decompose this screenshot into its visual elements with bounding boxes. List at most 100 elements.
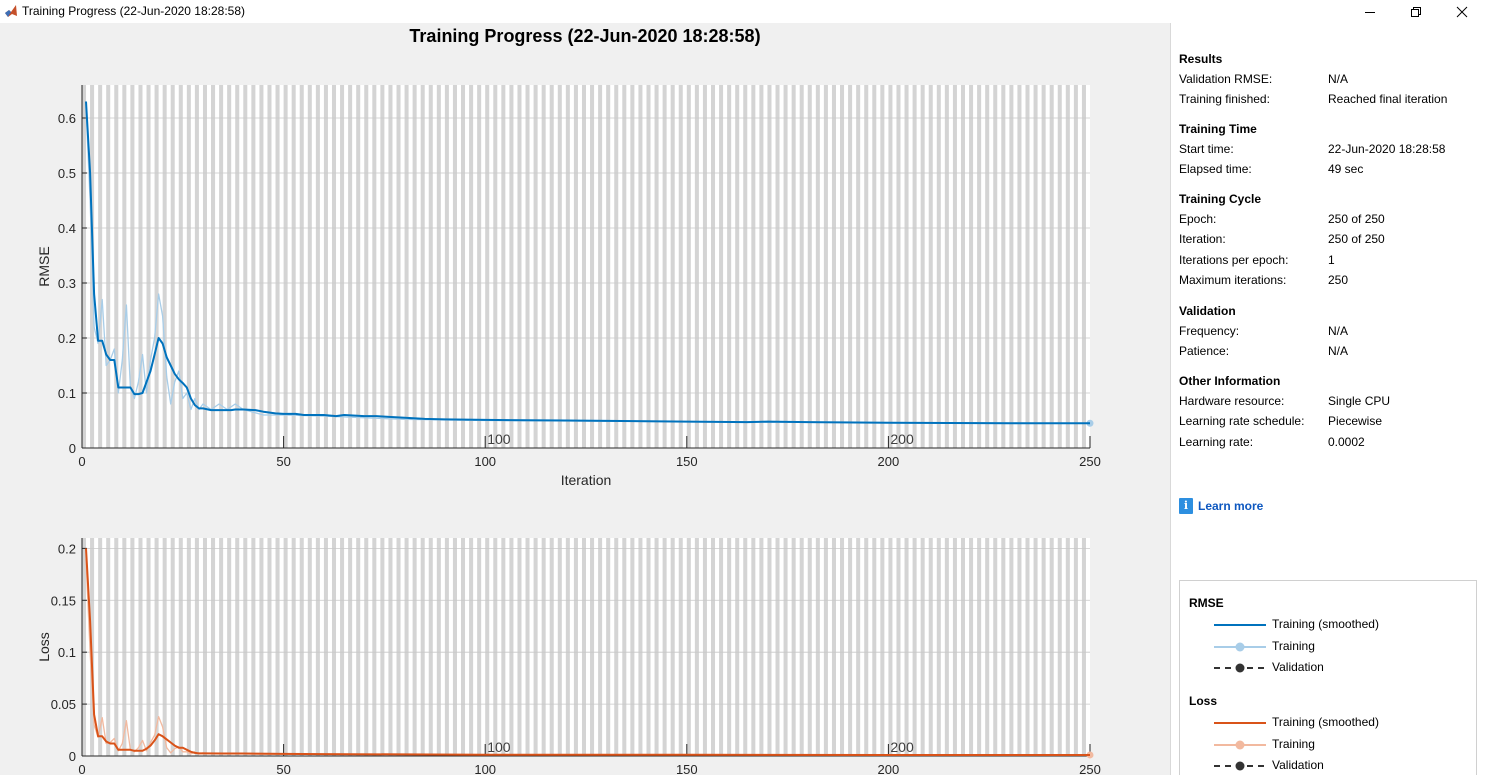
loss-epoch-stripe: [122, 538, 127, 756]
rmse-epoch-stripe: [485, 85, 490, 448]
rmse-epoch-stripe: [340, 85, 345, 448]
rmse-epoch-stripe: [162, 85, 167, 448]
section-title: Training Time: [1179, 122, 1257, 136]
minimize-button[interactable]: [1347, 0, 1393, 23]
plot-area: Training Progress (22-Jun-2020 18:28:58)…: [0, 23, 1170, 775]
loss-epoch-stripe: [662, 538, 667, 756]
rmse-epoch-stripe: [565, 85, 570, 448]
loss-epoch-stripe: [759, 538, 764, 756]
rmse-epoch-stripe: [299, 85, 304, 448]
rmse-y-tick-label: 0.6: [58, 111, 76, 126]
rmse-epoch-stripe: [654, 85, 659, 448]
close-icon: [1456, 6, 1468, 17]
rmse-epoch-stripe: [452, 85, 457, 448]
loss-epoch-stripe: [1041, 538, 1046, 756]
rmse-epoch-stripe: [823, 85, 828, 448]
loss-epoch-stripe: [590, 538, 595, 756]
loss-y-tick-label: 0.1: [58, 645, 76, 660]
loss-epoch-stripe: [622, 538, 627, 756]
loss-y-tick-label: 0.05: [51, 697, 76, 712]
loss-epoch-stripe: [138, 538, 143, 756]
loss-epoch-stripe: [815, 538, 820, 756]
legend-swatch: [1214, 663, 1266, 673]
result-value: Single CPU: [1328, 394, 1391, 408]
rmse-epoch-stripe: [856, 85, 861, 448]
loss-epoch-stripe: [146, 538, 151, 756]
loss-epoch-stripe: [912, 538, 917, 756]
loss-epoch-stripe: [251, 538, 256, 756]
rmse-epoch-stripe: [243, 85, 248, 448]
loss-epoch-stripe: [823, 538, 828, 756]
loss-epoch-stripe: [533, 538, 538, 756]
loss-x-tick-label: 50: [276, 762, 290, 775]
learn-more-link[interactable]: i Learn more: [1179, 498, 1263, 514]
rmse-epoch-stripe: [130, 85, 135, 448]
result-value: N/A: [1328, 344, 1349, 359]
rmse-epoch-stripe: [751, 85, 756, 448]
loss-epoch-stripe: [243, 538, 248, 756]
rmse-epoch-stripe: [598, 85, 603, 448]
rmse-epoch-stripe: [557, 85, 562, 448]
rmse-epoch-stripe: [638, 85, 643, 448]
rmse-epoch-stripe: [348, 85, 353, 448]
loss-epoch-stripe: [702, 538, 707, 756]
rmse-epoch-label: 200: [890, 431, 914, 447]
result-key: Start time:: [1179, 142, 1234, 156]
loss-epoch-stripe: [670, 538, 675, 756]
legend-swatch: [1214, 761, 1266, 771]
loss-epoch-stripe: [888, 538, 893, 756]
rmse-epoch-stripe: [670, 85, 675, 448]
result-value: 22-Jun-2020 18:28:58: [1328, 142, 1446, 156]
plot-title: Training Progress (22-Jun-2020 18:28:58): [0, 23, 1170, 48]
loss-epoch-stripe: [501, 538, 506, 756]
close-button[interactable]: [1439, 0, 1485, 23]
loss-epoch-stripe: [848, 538, 853, 756]
loss-y-axis-label: Loss: [36, 632, 52, 662]
rmse-epoch-stripe: [719, 85, 724, 448]
loss-epoch-stripe: [388, 538, 393, 756]
rmse-epoch-stripe: [154, 85, 159, 448]
result-key: Epoch:: [1179, 212, 1217, 226]
loss-epoch-stripe: [1001, 538, 1006, 756]
loss-epoch-stripe: [275, 538, 280, 756]
loss-epoch-stripe: [807, 538, 812, 756]
loss-epoch-stripe: [904, 538, 909, 756]
loss-epoch-stripe: [710, 538, 716, 756]
result-value: Piecewise: [1328, 414, 1383, 429]
section-title: Results: [1179, 52, 1223, 66]
loss-epoch-stripe: [694, 538, 699, 756]
rmse-epoch-stripe: [815, 85, 820, 448]
rmse-y-tick-label: 0.4: [58, 221, 76, 236]
rmse-epoch-stripe: [759, 85, 764, 448]
rmse-epoch-stripe: [775, 85, 780, 448]
loss-epoch-stripe: [283, 538, 288, 756]
rmse-epoch-stripe: [178, 85, 183, 448]
rmse-epoch-stripe: [630, 85, 635, 448]
rmse-epoch-stripe: [912, 85, 917, 448]
loss-epoch-stripe: [82, 538, 87, 756]
rmse-y-tick-label: 0.5: [58, 166, 76, 181]
rmse-epoch-stripe: [356, 85, 361, 448]
loss-epoch-stripe: [194, 538, 199, 756]
loss-epoch-stripe: [162, 538, 167, 756]
loss-epoch-stripe: [1017, 538, 1022, 756]
rmse-epoch-stripe: [694, 85, 699, 448]
result-value: 0.0002: [1328, 434, 1365, 449]
window-title: Training Progress (22-Jun-2020 18:28:58): [22, 4, 246, 18]
rmse-epoch-stripe: [686, 85, 691, 448]
loss-epoch-stripe: [1033, 538, 1038, 756]
result-value: Reached final iteration: [1328, 92, 1448, 107]
rmse-epoch-stripe: [122, 85, 127, 448]
loss-epoch-stripe: [98, 538, 103, 756]
loss-epoch-stripe: [485, 538, 490, 756]
loss-epoch-stripe: [952, 538, 957, 756]
result-key: Iteration:: [1179, 232, 1226, 247]
loss-epoch-stripe: [299, 538, 304, 756]
loss-epoch-stripe: [678, 538, 683, 756]
restore-button[interactable]: [1393, 0, 1439, 23]
loss-epoch-stripe: [372, 538, 377, 756]
legend-group-title: RMSE: [1189, 596, 1224, 610]
rmse-epoch-stripe: [525, 85, 530, 448]
loss-epoch-stripe: [412, 538, 417, 756]
loss-epoch-stripe: [1025, 538, 1030, 756]
